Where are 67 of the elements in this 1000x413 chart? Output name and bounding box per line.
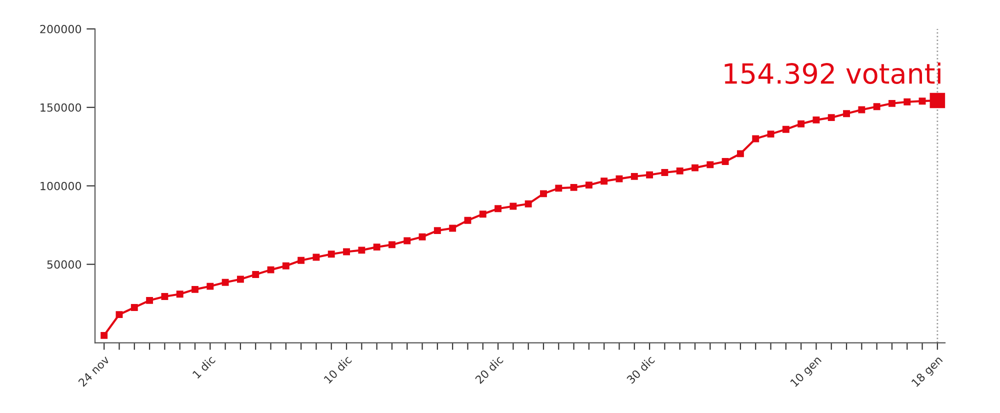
point xyxy=(736,150,744,158)
point xyxy=(858,106,866,114)
point xyxy=(449,224,456,232)
point xyxy=(252,271,260,278)
x-tick-label: 18 gen xyxy=(911,355,944,389)
point xyxy=(464,216,472,224)
point xyxy=(510,202,517,210)
point xyxy=(661,169,668,176)
point xyxy=(752,135,760,142)
point xyxy=(116,311,123,318)
point xyxy=(161,293,168,300)
point xyxy=(782,126,790,133)
point xyxy=(812,116,820,124)
point xyxy=(843,110,850,118)
y-tick-label: 50000 xyxy=(47,260,82,269)
x-tick-label: 10 gen xyxy=(790,355,824,389)
point xyxy=(646,171,654,178)
point xyxy=(585,182,592,189)
point xyxy=(722,158,729,165)
point xyxy=(404,237,411,244)
point xyxy=(206,282,214,290)
point xyxy=(434,227,441,234)
x-tick-label: 30 dic xyxy=(626,355,656,384)
point xyxy=(328,250,335,258)
x-tick-label: 20 dic xyxy=(474,355,504,384)
point xyxy=(600,178,608,185)
point xyxy=(236,276,244,283)
point xyxy=(918,98,926,105)
point xyxy=(616,175,623,182)
annotation: 154.392 votanti xyxy=(724,62,940,84)
point xyxy=(146,296,154,304)
point xyxy=(192,286,198,293)
point xyxy=(828,114,835,122)
point xyxy=(388,241,396,248)
point xyxy=(630,172,638,180)
point xyxy=(540,190,547,198)
point xyxy=(373,244,380,251)
point xyxy=(904,98,911,106)
x-tick-label: 10 dic xyxy=(323,355,352,384)
point xyxy=(298,256,305,264)
point xyxy=(524,200,532,208)
point xyxy=(312,254,320,261)
point xyxy=(555,184,562,192)
point xyxy=(706,161,714,168)
point xyxy=(100,332,108,339)
point xyxy=(130,304,138,311)
x-tick-label: 1 dic xyxy=(192,355,216,379)
point xyxy=(888,100,896,107)
point xyxy=(692,164,698,172)
point xyxy=(798,120,805,128)
y-tick-label: 200000 xyxy=(40,24,82,34)
point xyxy=(267,266,274,274)
y-tick-label: 100000 xyxy=(40,182,82,190)
point xyxy=(222,278,229,286)
y-tick-label: 150000 xyxy=(40,103,82,112)
point xyxy=(494,205,502,212)
point xyxy=(479,210,486,218)
x-tick-label: 24 nov xyxy=(78,354,110,388)
point xyxy=(570,184,578,191)
point xyxy=(676,167,684,174)
point xyxy=(358,246,366,254)
point xyxy=(418,233,426,240)
point xyxy=(176,290,184,298)
point xyxy=(873,103,880,110)
point xyxy=(343,248,350,256)
point xyxy=(282,262,290,270)
point xyxy=(767,130,774,138)
